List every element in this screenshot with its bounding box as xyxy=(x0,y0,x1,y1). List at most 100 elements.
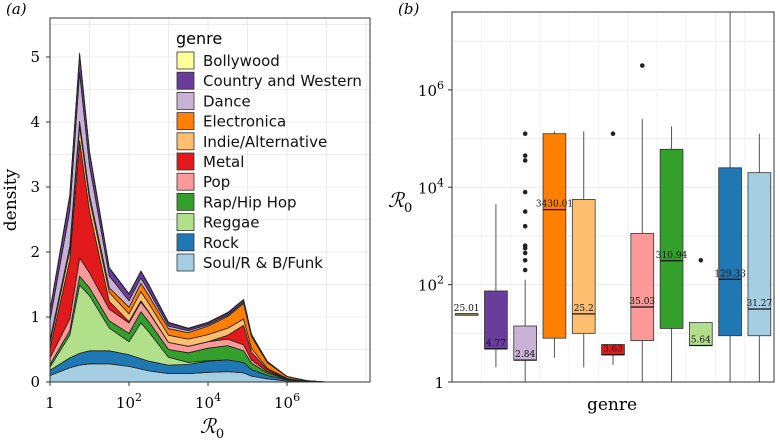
y-tick-label: 106 xyxy=(418,79,444,100)
legend-entry: Indie/Alternative xyxy=(203,133,327,151)
y-tick-label-base: 10 xyxy=(418,277,437,295)
legend-entry: Electronica xyxy=(203,113,286,131)
x-tick-label: 106 xyxy=(274,391,300,412)
box-reggae: 5.64 xyxy=(689,257,713,347)
y-tick-label-exponent: 2 xyxy=(437,274,444,287)
median-label: 310.94 xyxy=(656,251,688,261)
iqr-box xyxy=(630,233,655,342)
y-tick-label-exponent: 6 xyxy=(437,79,444,92)
legend-entry: Rock xyxy=(203,234,239,252)
box-dance: 2.84 xyxy=(513,131,537,382)
panel-b-frame xyxy=(451,11,775,383)
panel-a-frame xyxy=(49,17,371,383)
y-tick-label-base: 1 xyxy=(434,374,444,392)
legend-entry: Pop xyxy=(203,173,230,191)
median-label: 25.01 xyxy=(454,304,480,314)
outlier-point xyxy=(698,257,704,263)
outlier-point xyxy=(522,189,528,195)
legend-swatch xyxy=(176,92,195,110)
panel-b-label: (b) xyxy=(398,0,419,18)
y-tick-label: 2 xyxy=(30,243,40,261)
outlier-point xyxy=(522,250,528,256)
y-tick-label: 1 xyxy=(434,374,444,392)
iqr-box xyxy=(718,167,742,337)
panel-b-y-axis-symbol: ℛ xyxy=(388,188,406,212)
median-label: 3.63 xyxy=(603,345,623,355)
legend-swatch xyxy=(176,233,195,252)
panel-a-y-ticks: 0 1 2 3 4 5 xyxy=(30,48,50,391)
box-rap-hip-hop: 310.94 xyxy=(656,126,688,382)
y-tick-label: 4 xyxy=(30,113,40,131)
x-tick-label-base: 10 xyxy=(195,394,214,412)
legend-swatch xyxy=(176,192,195,211)
box-metal: 3.63 xyxy=(601,131,625,365)
panel-a-x-axis-label: ℛ0 xyxy=(200,414,224,440)
outlier-point xyxy=(522,131,528,137)
outlier-point xyxy=(522,209,528,214)
x-tick-label-exponent: 2 xyxy=(135,391,142,404)
median-label: 35.03 xyxy=(629,297,655,307)
iqr-box xyxy=(571,199,596,334)
median-label: 2.84 xyxy=(515,350,535,360)
box-country-and-western: 4.77 xyxy=(484,204,508,368)
x-tick-label: 1 xyxy=(45,394,55,412)
legend-entry: Soul/R & B/Funk xyxy=(203,254,323,272)
legend-swatch xyxy=(176,132,195,151)
outlier-point xyxy=(522,267,528,273)
outlier-point xyxy=(610,131,616,137)
genre-legend: genre Bollywood Country and Western Dance E… xyxy=(176,29,362,272)
legend-entry: Metal xyxy=(203,153,244,171)
panel-b-x-axis-label: genre xyxy=(587,395,637,415)
median-label: 25.2 xyxy=(574,304,594,314)
box-soul-r-b-funk: 31.27 xyxy=(746,133,773,382)
x-tick-label: 104 xyxy=(195,391,221,412)
box-electronica: 3430.01 xyxy=(536,131,573,358)
iqr-box xyxy=(659,148,684,329)
outlier-point xyxy=(639,63,645,68)
y-tick-label: 104 xyxy=(418,176,444,197)
y-tick-label: 102 xyxy=(418,274,444,295)
legend-swatch xyxy=(176,253,195,272)
median-label: 3430.01 xyxy=(536,200,573,210)
legend-swatch xyxy=(176,172,195,191)
median-label: 4.77 xyxy=(486,339,506,349)
legend-entry: Country and Western xyxy=(203,72,362,90)
outlier-point xyxy=(522,158,528,163)
y-tick-label-base: 10 xyxy=(418,82,437,100)
panel-a-label: (a) xyxy=(6,0,27,18)
legend-swatch xyxy=(176,51,195,70)
box-indie-alternative: 25.2 xyxy=(571,131,596,368)
legend-entry: Reggae xyxy=(203,214,259,232)
legend-title: genre xyxy=(176,29,222,48)
x-tick-label-exponent: 4 xyxy=(214,391,221,404)
median-label: 31.27 xyxy=(746,299,772,309)
y-tick-label: 3 xyxy=(30,178,40,196)
x-tick-label-base: 1 xyxy=(45,394,55,412)
outlier-point xyxy=(522,257,528,263)
panel-a-gridlines xyxy=(50,18,370,382)
panel-b-y-axis-label: ℛ0 xyxy=(388,188,412,216)
panel-b-boxes: 25.01 4.77 2.84 3430.01 25.2 3.63 35.03 310.94 5… xyxy=(454,12,773,382)
box-pop: 35.03 xyxy=(629,63,655,382)
y-tick-label-exponent: 4 xyxy=(437,176,444,189)
outlier-point xyxy=(522,243,528,248)
panel-a-x-axis-subscript: 0 xyxy=(216,427,224,440)
iqr-box xyxy=(542,133,567,339)
legend-swatch xyxy=(176,152,195,171)
x-tick-label: 102 xyxy=(116,391,142,412)
legend-swatch xyxy=(176,112,195,130)
panel-b-box-plot: (b) 25.01 4.77 2.84 3430.01 25.2 3.63 35.03 310… xyxy=(388,0,775,415)
outlier-point xyxy=(522,223,528,229)
median-label: 129.33 xyxy=(714,269,746,279)
x-tick-label-base: 10 xyxy=(274,394,293,412)
box-rock: 129.33 xyxy=(714,12,746,382)
iqr-box xyxy=(747,172,772,337)
legend-swatch xyxy=(176,71,195,90)
legend-entry: Rap/Hip Hop xyxy=(203,193,297,211)
legend-entry: Bollywood xyxy=(203,52,280,70)
y-tick-label: 5 xyxy=(30,48,40,66)
panel-a-x-ticks: 1 102 104 106 xyxy=(45,382,300,412)
panel-a-y-axis-label: density xyxy=(1,168,21,231)
